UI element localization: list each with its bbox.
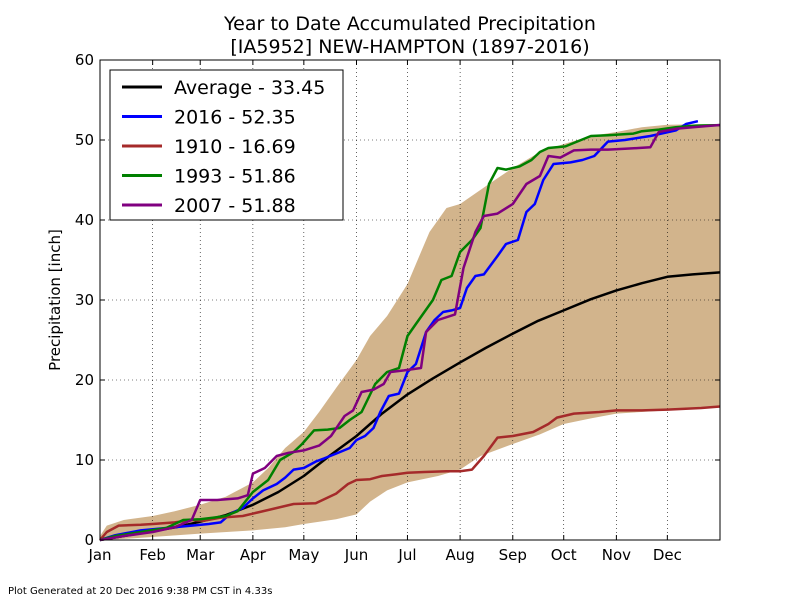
y-tick-label: 20	[75, 371, 94, 389]
y-tick-label: 60	[75, 51, 94, 69]
y-axis-label: Precipitation [inch]	[46, 229, 64, 371]
plot-area: Jan Feb Mar Apr May Jun Jul Aug Sep Oct Nov Dec 0 10 2…	[75, 51, 721, 564]
y-tick-label: 50	[75, 131, 94, 149]
legend-label: 1910 - 16.69	[174, 136, 296, 158]
x-tick-label: Jan	[87, 546, 111, 564]
chart-subtitle: [IA5952] NEW-HAMPTON (1897-2016)	[230, 36, 589, 58]
series-line	[99, 123, 721, 542]
legend-label: 1993 - 51.86	[174, 166, 296, 188]
x-tick-label: Jun	[344, 546, 368, 564]
chart-title: Year to Date Accumulated Precipitation	[223, 13, 596, 35]
x-tick-label: Nov	[602, 546, 631, 564]
y-tick-label: 30	[75, 291, 94, 309]
x-tick-label: Mar	[186, 546, 215, 564]
x-tick-label: Apr	[240, 546, 267, 564]
series-line	[99, 123, 721, 542]
y-tick-label: 0	[84, 531, 94, 549]
x-tick-label: Jul	[397, 546, 416, 564]
x-tick-label: Feb	[139, 546, 166, 564]
y-tick-label: 10	[75, 451, 94, 469]
y-tick-label: 40	[75, 211, 94, 229]
footer-text: Plot Generated at 20 Dec 2016 9:38 PM CS…	[8, 586, 272, 597]
series-line	[99, 119, 699, 542]
x-tick-label: Aug	[445, 546, 474, 564]
legend-label: 2007 - 51.88	[174, 195, 296, 217]
legend-label: Average - 33.45	[174, 77, 325, 99]
x-tick-label: Oct	[551, 546, 577, 564]
x-tick-label: Sep	[499, 546, 527, 564]
x-tick-label: Dec	[653, 546, 682, 564]
x-tick-label: May	[288, 546, 319, 564]
legend-label: 2016 - 52.35	[174, 107, 296, 129]
